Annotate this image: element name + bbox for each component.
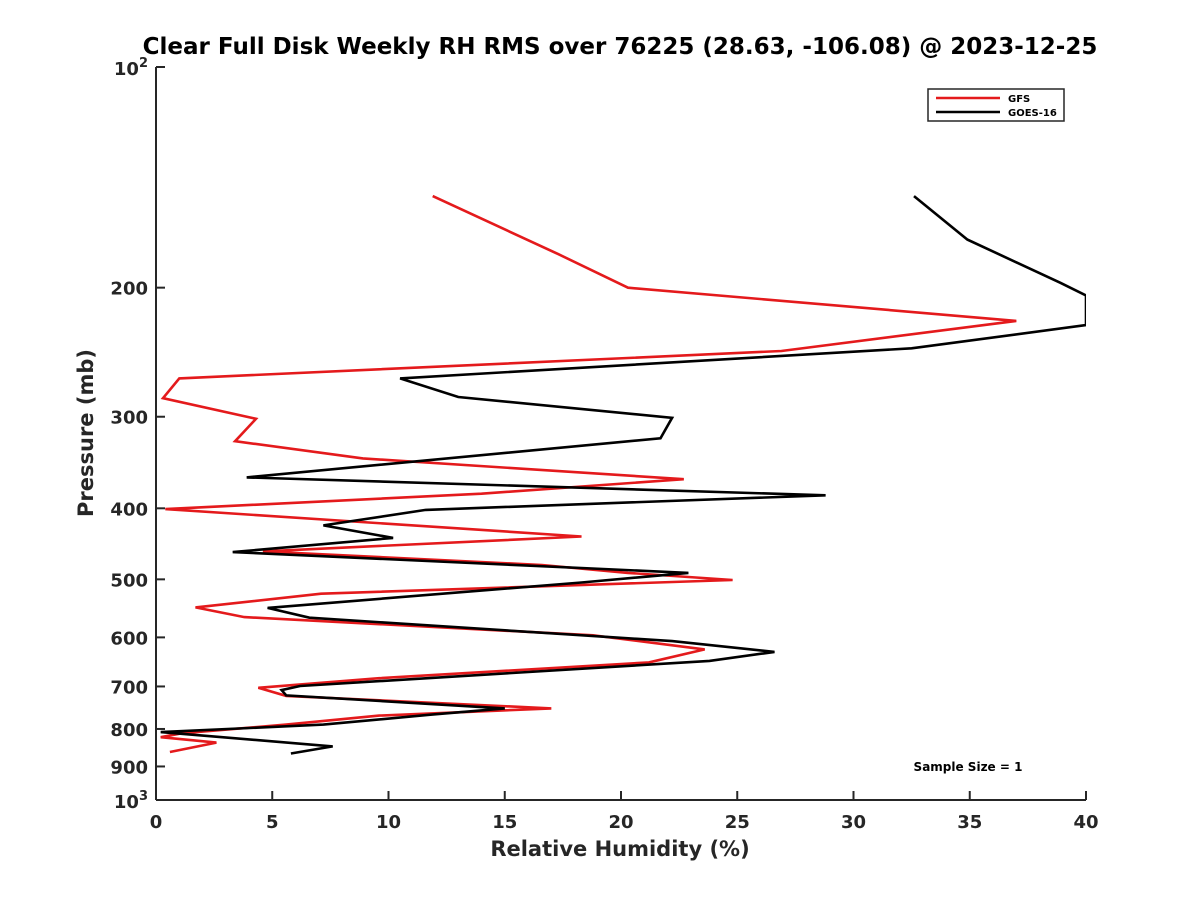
x-tick-label: 15: [492, 812, 517, 833]
y-tick-label: 600: [110, 628, 148, 649]
x-tick-label: 30: [841, 812, 866, 833]
series-clip-group: [160, 194, 1086, 755]
x-tick-label: 0: [150, 812, 163, 833]
x-tick-label: 25: [725, 812, 750, 833]
x-tick-label: 10: [376, 812, 401, 833]
y-tick-label: 500: [110, 570, 148, 591]
chart-title: Clear Full Disk Weekly RH RMS over 76225…: [143, 34, 1098, 60]
series-line-goes-16: [160, 195, 1086, 755]
y-axis-title: Pressure (mb): [74, 349, 98, 517]
x-tick-label: 35: [957, 812, 982, 833]
legend: GFS GOES-16: [927, 88, 1065, 122]
y-tick-label: 400: [110, 499, 148, 520]
y-tick-label: 900: [110, 757, 148, 778]
y-decade-tick-label: 102: [114, 56, 148, 80]
x-tick-label: 20: [608, 812, 633, 833]
y-tick-label: 200: [110, 279, 148, 300]
x-tick-label: 40: [1073, 812, 1098, 833]
legend-entry: GOES-16: [1008, 108, 1057, 119]
y-tick-label: 300: [110, 408, 148, 429]
axes: 0 5 10 15 20 25 30 35 40 200 300 400 500 600 700 800 900…: [110, 56, 1098, 833]
x-axis-title: Relative Humidity (%): [490, 837, 749, 861]
y-tick-label: 700: [110, 677, 148, 698]
legend-entry: GFS: [1008, 94, 1030, 105]
legend-box: [927, 88, 1065, 122]
sample-size-annotation: Sample Size = 1: [914, 760, 1023, 774]
series-layer: [160, 194, 1086, 755]
y-tick-label: 800: [110, 720, 148, 741]
y-decade-tick-label: 103: [114, 789, 148, 813]
x-tick-label: 5: [266, 812, 279, 833]
